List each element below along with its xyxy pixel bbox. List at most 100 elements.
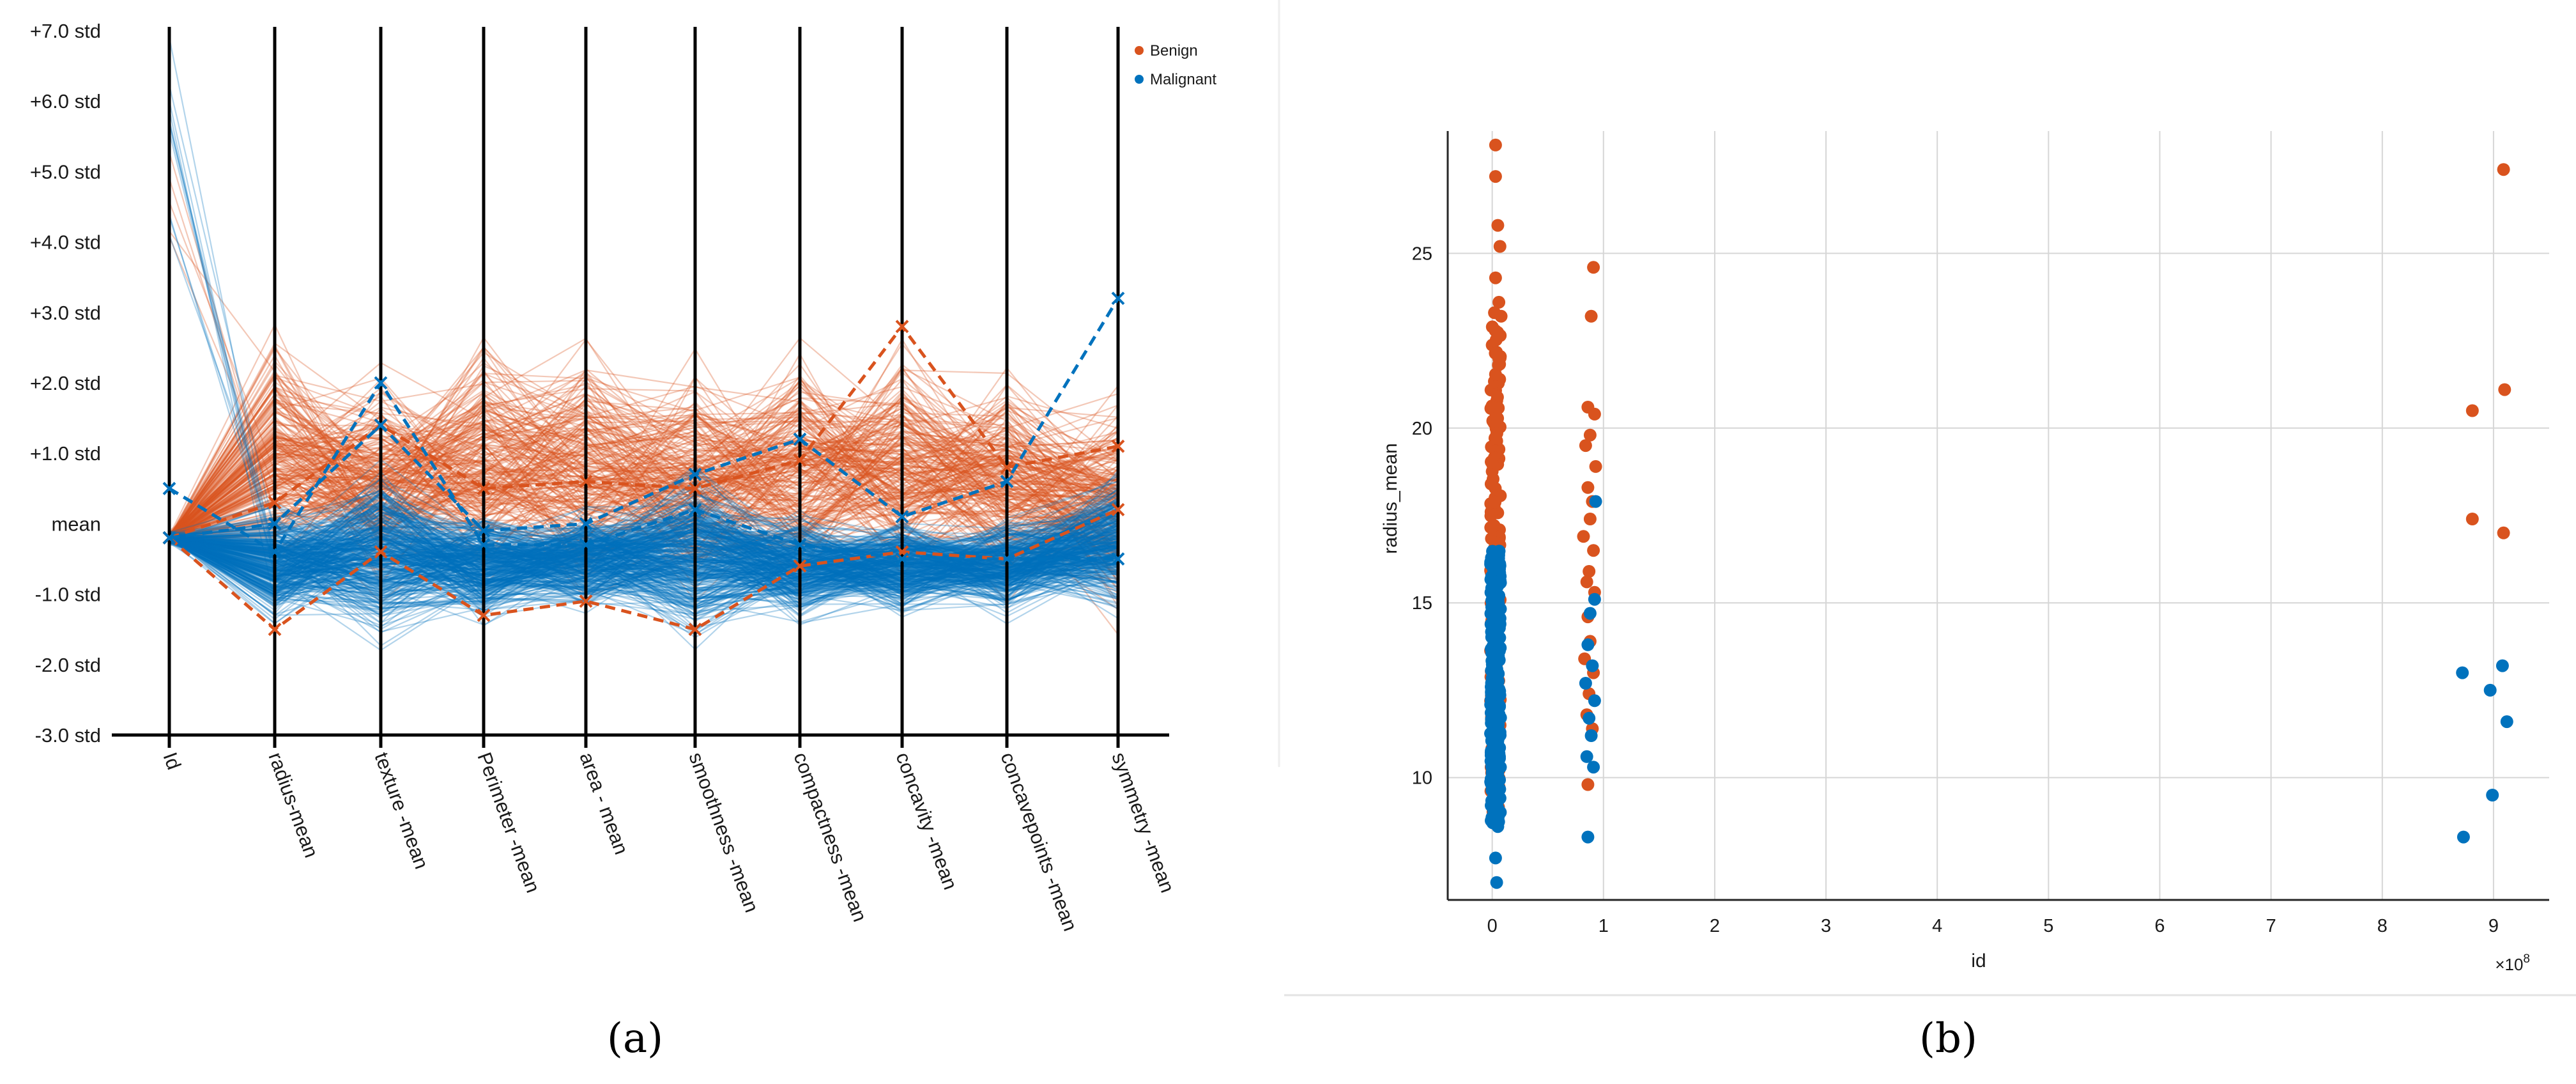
benign-line xyxy=(169,412,1119,552)
benign-line xyxy=(169,384,1119,538)
benign-line xyxy=(169,388,1119,539)
malignant-line xyxy=(169,524,1119,619)
malignant-line xyxy=(169,465,1119,611)
malignant-line xyxy=(169,507,1119,607)
malignant-line xyxy=(169,526,1119,592)
benign-line xyxy=(169,347,1119,589)
benign-line xyxy=(169,426,1119,555)
axis-label: radius-mean xyxy=(264,749,323,860)
benign-point xyxy=(2465,404,2479,417)
malignant-line xyxy=(169,506,1119,589)
malignant-line xyxy=(169,541,1119,593)
x-exponent-label: ×108 xyxy=(2495,952,2530,974)
benign-marked-line-marker xyxy=(793,453,807,467)
malignant-marked-line-marker xyxy=(688,467,702,481)
benign-line xyxy=(169,436,1119,539)
benign-line xyxy=(169,431,1119,536)
malignant-median-line-marker xyxy=(895,552,909,566)
malignant-line xyxy=(169,508,1119,592)
benign-line xyxy=(169,422,1119,538)
malignant-line xyxy=(169,525,1119,606)
malignant-point xyxy=(2457,830,2470,844)
benign-point xyxy=(1577,530,1590,543)
malignant-line xyxy=(169,527,1119,601)
malignant-point xyxy=(1493,562,1506,576)
benign-marked-line-marker xyxy=(579,474,593,488)
benign-point xyxy=(1581,778,1595,791)
malignant-point xyxy=(1581,638,1595,651)
malignant-line xyxy=(169,534,1119,596)
panel-b-scatter: 0 1 2 3 4 5 6 7 8 9 10 15 20 25 id radius_mean ×108 (… xyxy=(1278,0,2576,1084)
malignant-line xyxy=(169,514,1119,561)
benign-line xyxy=(169,400,1119,635)
malignant-line xyxy=(169,538,1119,618)
benign-line xyxy=(169,428,1119,548)
malignant-line xyxy=(169,526,1119,591)
benign-line xyxy=(169,382,1119,605)
benign-line xyxy=(169,416,1119,567)
malignant-line xyxy=(169,467,1119,621)
benign-line xyxy=(169,343,1119,541)
y-tick-label: +3.0 std xyxy=(30,302,101,324)
malignant-line xyxy=(169,530,1119,601)
malignant-line xyxy=(169,512,1119,591)
axis-label: concavepoints -mean xyxy=(996,749,1082,934)
malignant-line xyxy=(168,37,1119,601)
malignant-line xyxy=(169,493,1119,601)
malignant-line xyxy=(169,529,1119,603)
malignant-line xyxy=(169,516,1119,589)
malignant-point xyxy=(1489,584,1501,597)
malignant-line xyxy=(169,536,1119,605)
malignant-line xyxy=(169,534,1119,587)
malignant-line xyxy=(169,470,1119,596)
malignant-line xyxy=(169,513,1119,598)
benign-line xyxy=(169,423,1119,564)
malignant-line xyxy=(169,509,1119,604)
malignant-line xyxy=(169,533,1119,600)
malignant-line xyxy=(169,534,1119,610)
malignant-line xyxy=(169,529,1119,631)
malignant-line xyxy=(169,517,1119,584)
benign-point xyxy=(1494,329,1507,342)
malignant-line xyxy=(169,538,1119,596)
malignant-line xyxy=(169,497,1119,633)
benign-line xyxy=(169,362,1119,543)
benign-line xyxy=(169,363,1119,580)
benign-line xyxy=(169,401,1119,558)
benign-line xyxy=(169,413,1119,610)
malignant-line xyxy=(169,520,1119,633)
benign-line xyxy=(169,375,1119,552)
benign-marked-line-marker xyxy=(1000,460,1014,474)
y-tick-label: +2.0 std xyxy=(30,372,101,394)
malignant-point xyxy=(1485,594,1498,607)
y-tick-label: mean xyxy=(51,513,101,535)
benign-line xyxy=(169,419,1119,550)
benign-line xyxy=(169,443,1119,591)
malignant-line xyxy=(169,504,1119,609)
benign-line xyxy=(169,438,1119,542)
malignant-line xyxy=(169,470,1119,611)
benign-line xyxy=(169,378,1119,539)
malignant-line xyxy=(169,527,1119,584)
benign-line xyxy=(169,401,1119,561)
benign-line xyxy=(169,375,1119,566)
malignant-point xyxy=(1487,665,1501,679)
malignant-line xyxy=(169,489,1119,596)
malignant-line xyxy=(169,531,1119,586)
malignant-line xyxy=(169,539,1119,597)
malignant-line xyxy=(169,540,1119,599)
benign-line xyxy=(169,428,1119,541)
malignant-point xyxy=(1489,851,1502,865)
malignant-point xyxy=(1584,729,1598,742)
malignant-line xyxy=(169,525,1119,598)
benign-point xyxy=(1579,439,1592,453)
benign-line xyxy=(169,387,1119,542)
benign-line xyxy=(169,431,1119,539)
tick-labels: 0 1 2 3 4 5 6 7 8 9 10 15 20 25 xyxy=(1412,244,2499,936)
malignant-line xyxy=(169,481,1119,603)
benign-line xyxy=(169,342,1119,577)
benign-line xyxy=(169,412,1119,544)
malignant-point xyxy=(1486,545,1499,558)
benign-point xyxy=(1489,431,1502,445)
